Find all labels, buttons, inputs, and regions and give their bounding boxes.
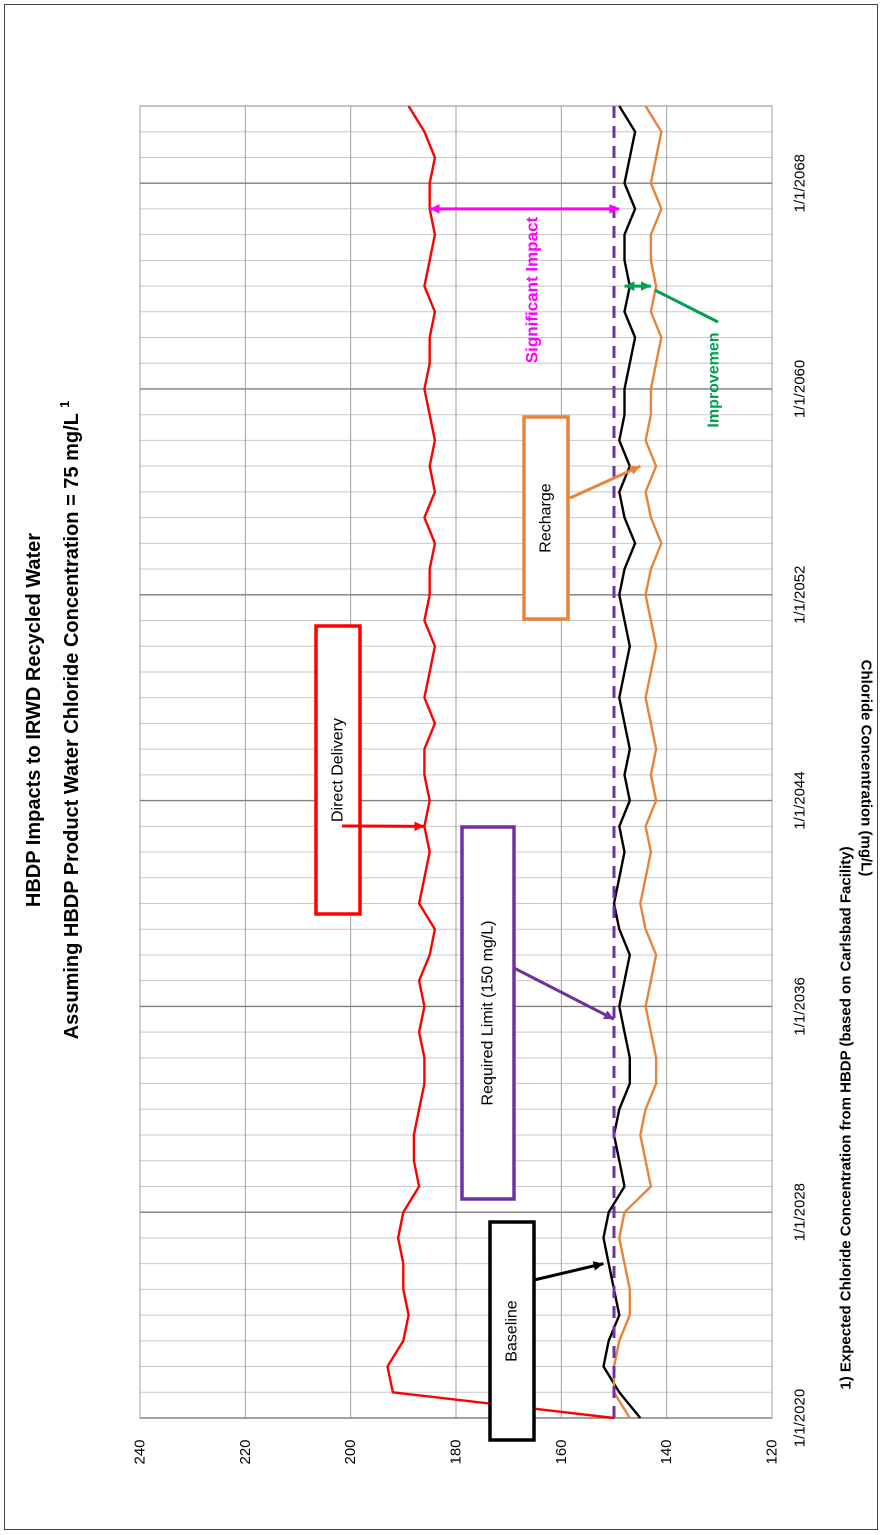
grid (139, 105, 773, 1419)
date-tick-label: 1/1/2044 (792, 771, 809, 829)
value-tick-label: 240 (132, 1439, 149, 1464)
value-tick-label: 160 (553, 1439, 570, 1464)
value-tick-label: 200 (342, 1439, 359, 1464)
series-line-recharge (612, 105, 663, 1419)
annotation-label-required-limit-150-mg-l: Required Limit (150 mg/L) (480, 921, 497, 1106)
date-tick-label: 1/1/2068 (792, 154, 809, 212)
date-tick-label: 1/1/2028 (792, 1183, 809, 1241)
date-tick-label: 1/1/2020 (792, 1389, 809, 1447)
series-line-direct-delivery (386, 105, 615, 1420)
subtitle-superscript: 1 (57, 401, 72, 408)
annotation-label-baseline: Baseline (504, 1300, 521, 1361)
range-arrow-improvemen-tail (640, 281, 651, 291)
annotation-box-required-limit-150-mg-l (460, 825, 516, 1201)
annotation-arrow-direct-delivery-head (414, 821, 425, 832)
annotation-arrow-recharge (569, 464, 641, 500)
y-axis-label: Chloride Concentration (mg/L) (858, 660, 875, 877)
value-tick-label: 180 (448, 1439, 465, 1464)
improvement-label: Improvemen (706, 332, 723, 427)
date-tick-label: 1/1/2052 (792, 566, 809, 624)
annotation-box-direct-delivery (314, 624, 362, 916)
annotation-group (314, 204, 719, 1442)
footnote: 1) Expected Chloride Concentration from … (838, 846, 855, 1389)
range-arrow-significant-impact-tail (609, 204, 620, 214)
range-arrow-improvemen-head (624, 281, 635, 291)
page-frame (4, 4, 878, 1530)
value-tick-label: 140 (658, 1439, 675, 1464)
annotation-label-recharge: Recharge (538, 483, 555, 552)
range-arrow-significant-impact-head (429, 204, 440, 214)
series-group (386, 105, 663, 1420)
annotation-arrow-baseline-head (592, 1261, 604, 1271)
annotation-arrow-required-limit-150-mg-l-head (603, 1010, 614, 1020)
annotation-label-direct-delivery: Direct Delivery (330, 718, 347, 822)
annotation-arrow-baseline (533, 1262, 604, 1282)
value-tick-label: 120 (764, 1439, 781, 1464)
improvement-pointer (654, 288, 719, 324)
date-tick-label: 1/1/2036 (792, 977, 809, 1035)
series-line-baseline (602, 105, 642, 1419)
annotation-arrow-recharge-head (629, 465, 641, 475)
annotation-box-baseline (488, 1220, 536, 1442)
text-group: Direct Delivery Required Limit (150 mg/L)… (23, 154, 875, 1465)
chart-title: HBDP Impacts to IRWD Recycled Water (23, 533, 45, 907)
annotation-box-recharge (522, 415, 570, 621)
date-tick-label: 1/1/2060 (792, 360, 809, 418)
significant-impact-label: Significant Impact (523, 216, 542, 363)
value-tick-label: 220 (237, 1439, 254, 1464)
chart-subtitle: Assuming HBDP Product Water Chloride Con… (57, 401, 83, 1040)
annotation-arrow-required-limit-150-mg-l (513, 966, 615, 1021)
